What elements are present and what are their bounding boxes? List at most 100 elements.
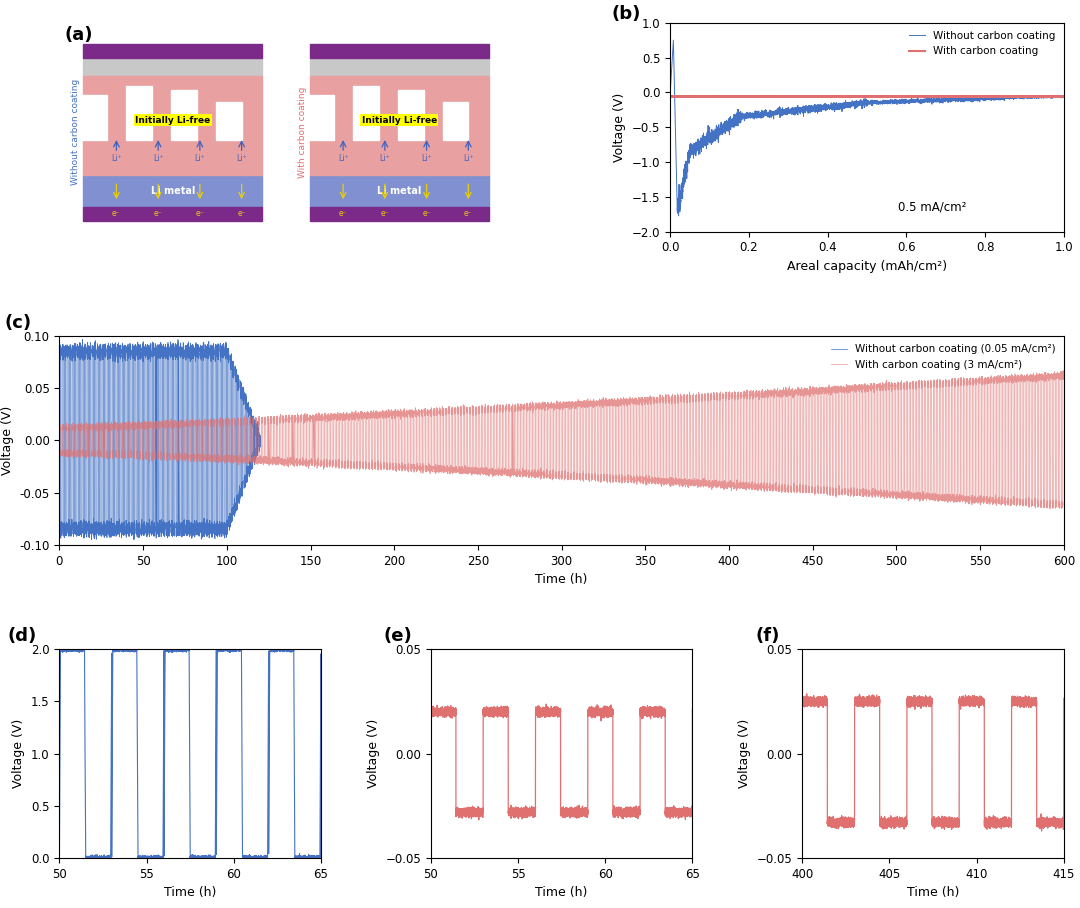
Text: (f): (f) [755,627,780,645]
Line: With carbon coating: With carbon coating [671,96,1064,97]
Legend: Without carbon coating (0.05 mA/cm²), With carbon coating (3 mA/cm²): Without carbon coating (0.05 mA/cm²), Wi… [827,341,1058,372]
Text: Li⁺: Li⁺ [153,154,163,163]
X-axis label: Time (h): Time (h) [536,886,588,899]
Text: Li⁺: Li⁺ [194,154,205,163]
Without carbon coating (0.05 mA/cm²) [254,438,267,449]
Without carbon coating (0.05 mA/cm²) [181,352,194,363]
Text: (e): (e) [383,627,413,645]
Without carbon coating (0.05 mA/cm²) [197,345,210,356]
Bar [83,44,262,58]
Text: Li⁺: Li⁺ [421,154,432,163]
Without carbon coating [735,112,748,123]
With carbon coating (3 mA/cm²) [734,387,747,398]
Without carbon coating (0.05 mA/cm²) [241,467,254,478]
Without carbon coating [920,94,933,105]
With carbon coating [664,91,677,102]
Text: (c): (c) [4,313,31,331]
Line: Without carbon coating (0.05 mA/cm²): Without carbon coating (0.05 mA/cm²) [59,340,260,539]
Without carbon coating [814,100,827,111]
With carbon coating [958,92,971,103]
X-axis label: Time (h): Time (h) [536,573,588,586]
Text: e⁻: e⁻ [153,210,162,219]
Text: e⁻: e⁻ [380,210,389,219]
Y-axis label: Voltage (V): Voltage (V) [13,719,26,788]
Y-axis label: Voltage (V): Voltage (V) [367,719,380,788]
Text: Li metal: Li metal [150,186,194,196]
Text: Li⁺: Li⁺ [463,154,474,163]
With carbon coating [814,91,827,102]
Text: e⁻: e⁻ [339,210,348,219]
Without carbon coating (0.05 mA/cm²) [53,432,66,443]
Text: e⁻: e⁻ [464,210,473,219]
With carbon coating [920,91,933,102]
Text: e⁻: e⁻ [238,210,246,219]
Bar [310,58,489,75]
Line: Without carbon coating: Without carbon coating [671,40,1064,216]
Without carbon coating (0.05 mA/cm²) [127,534,140,545]
Without carbon coating (0.05 mA/cm²) [148,526,161,537]
With carbon coating (3 mA/cm²) [904,380,917,391]
Bar [83,75,262,175]
Bar [310,44,489,58]
With carbon coating [905,91,918,102]
Text: Li⁺: Li⁺ [111,154,122,163]
With carbon coating (3 mA/cm²) [764,480,777,491]
With carbon coating (3 mA/cm²) [914,489,927,500]
Bar [310,75,489,175]
Text: e⁻: e⁻ [195,210,204,219]
With carbon coating (3 mA/cm²) [801,483,814,494]
Bar [216,102,242,140]
With carbon coating [900,91,913,102]
Text: Li⁺: Li⁺ [338,154,349,163]
Bar [310,175,489,207]
Without carbon coating [664,87,677,98]
Bar [310,207,489,221]
Without carbon coating [900,96,913,107]
Without carbon coating [987,95,1000,106]
Line: With carbon coating (3 mA/cm²): With carbon coating (3 mA/cm²) [59,370,1064,509]
Y-axis label: Voltage (V): Voltage (V) [739,719,752,788]
Without carbon coating [958,93,971,104]
Text: (b): (b) [611,5,640,23]
Text: Li⁺: Li⁺ [379,154,390,163]
Text: Initially Li-free: Initially Li-free [362,116,437,124]
With carbon coating (3 mA/cm²) [510,469,523,479]
Without carbon coating [672,211,685,222]
Text: 0.5 mA/cm²: 0.5 mA/cm² [899,201,967,213]
X-axis label: Time (h): Time (h) [164,886,216,899]
X-axis label: Areal capacity (mAh/cm²): Areal capacity (mAh/cm²) [787,260,947,272]
Without carbon coating (0.05 mA/cm²) [76,334,89,345]
Bar [83,207,262,221]
With carbon coating (3 mA/cm²) [1056,365,1069,376]
Bar [171,90,197,140]
Text: Initially Li-free: Initially Li-free [135,116,211,124]
With carbon coating [735,91,748,102]
Text: (d): (d) [8,627,37,645]
Bar [81,95,107,140]
With carbon coating [987,91,1000,102]
With carbon coating (3 mA/cm²) [53,435,66,446]
Text: Li metal: Li metal [377,186,421,196]
Bar [83,58,262,75]
Text: Without carbon coating: Without carbon coating [71,79,80,185]
With carbon coating [1040,92,1053,103]
Bar [83,175,262,207]
Bar [397,90,423,140]
Text: e⁻: e⁻ [112,210,121,219]
Bar [353,85,379,140]
Bar [443,102,469,140]
Text: e⁻: e⁻ [422,210,431,219]
Without carbon coating [666,35,679,45]
Without carbon coating (0.05 mA/cm²) [103,526,116,537]
Y-axis label: Voltage (V): Voltage (V) [613,93,626,162]
Text: Li⁺: Li⁺ [237,154,247,163]
Bar [126,85,152,140]
Bar [308,95,334,140]
With carbon coating (3 mA/cm²) [1043,504,1056,515]
With carbon coating (3 mA/cm²) [1057,368,1070,379]
Without carbon coating [1057,91,1070,102]
Legend: Without carbon coating, With carbon coating: Without carbon coating, With carbon coat… [906,28,1058,59]
Text: (a): (a) [64,25,93,44]
Without carbon coating (0.05 mA/cm²) [175,349,188,360]
Text: With carbon coating: With carbon coating [298,86,307,178]
